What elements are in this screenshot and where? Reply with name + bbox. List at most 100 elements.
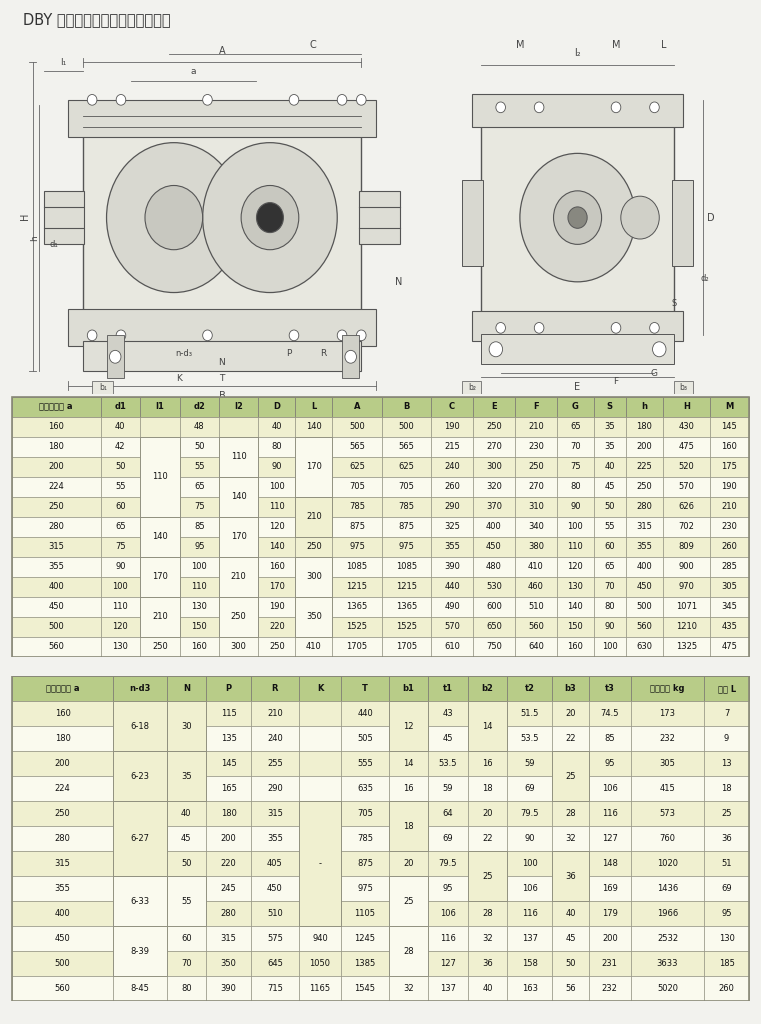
Text: 250: 250 (49, 503, 64, 511)
Bar (710, 616, 749, 637)
Text: 232: 232 (602, 984, 618, 993)
Bar (12, 776, 113, 801)
Text: 640: 640 (528, 642, 544, 651)
Bar (341, 851, 389, 877)
Bar (631, 676, 704, 701)
Text: 25: 25 (482, 871, 492, 881)
Bar (167, 826, 206, 851)
Text: 565: 565 (399, 442, 414, 452)
Bar (180, 637, 219, 657)
Bar (507, 851, 552, 877)
Bar (507, 726, 552, 752)
Text: 名义中心距 a: 名义中心距 a (46, 684, 79, 693)
Text: 970: 970 (678, 583, 694, 592)
Text: 875: 875 (399, 522, 415, 531)
Bar (382, 417, 431, 437)
Bar (206, 851, 251, 877)
Text: 500: 500 (399, 422, 414, 431)
Text: 390: 390 (444, 562, 460, 571)
Text: 160: 160 (568, 642, 583, 651)
Text: 500: 500 (55, 959, 71, 968)
Bar (140, 517, 180, 537)
Bar (251, 801, 299, 826)
Bar (382, 597, 431, 616)
Text: 270: 270 (528, 482, 544, 492)
Bar (12, 477, 100, 497)
Bar (389, 701, 428, 726)
Bar (594, 637, 626, 657)
Bar (389, 976, 428, 1001)
Text: 35: 35 (181, 772, 192, 780)
Bar (140, 616, 180, 637)
Bar (140, 537, 180, 557)
Bar (626, 437, 663, 457)
Text: h: h (30, 236, 39, 241)
Bar (626, 477, 663, 497)
Bar (710, 597, 749, 616)
Text: 25: 25 (565, 772, 575, 780)
Bar (12, 752, 113, 776)
Text: 475: 475 (678, 442, 694, 452)
Text: 290: 290 (444, 503, 460, 511)
Bar (333, 637, 382, 657)
Bar (167, 851, 206, 877)
Bar (589, 801, 631, 826)
Bar (167, 976, 206, 1001)
Text: 170: 170 (306, 462, 322, 471)
Bar (382, 517, 431, 537)
Bar (431, 497, 473, 517)
Bar (251, 851, 299, 877)
Bar (140, 417, 180, 437)
Text: 1545: 1545 (355, 984, 375, 993)
Bar (12, 437, 100, 457)
Bar (552, 726, 589, 752)
Text: 8-45: 8-45 (130, 984, 149, 993)
Bar (341, 976, 389, 1001)
Text: 69: 69 (443, 835, 454, 843)
Bar (389, 801, 428, 851)
Text: 127: 127 (440, 959, 456, 968)
Text: 28: 28 (482, 909, 492, 919)
Bar (140, 477, 180, 497)
Text: 200: 200 (49, 462, 64, 471)
Text: 435: 435 (721, 623, 737, 632)
Text: 400: 400 (486, 522, 501, 531)
Bar (140, 597, 180, 637)
Bar (557, 497, 594, 517)
Bar (259, 557, 295, 577)
Text: 250: 250 (55, 809, 71, 818)
Bar (100, 497, 140, 517)
Text: 635: 635 (357, 784, 373, 794)
Bar (431, 517, 473, 537)
Bar (631, 926, 704, 951)
Text: 140: 140 (152, 532, 167, 542)
Bar (515, 517, 557, 537)
Bar (206, 877, 251, 901)
Text: 1085: 1085 (346, 562, 368, 571)
Bar (594, 577, 626, 597)
Text: 90: 90 (570, 503, 581, 511)
Text: d₁: d₁ (49, 240, 58, 249)
Bar (589, 951, 631, 976)
Text: 79.5: 79.5 (521, 809, 539, 818)
Bar (219, 437, 259, 457)
Bar (589, 926, 631, 951)
Text: 60: 60 (181, 934, 192, 943)
Bar (341, 726, 389, 752)
Text: 160: 160 (48, 422, 64, 431)
Text: 570: 570 (678, 482, 694, 492)
Bar (100, 637, 140, 657)
Text: a: a (190, 68, 196, 77)
Bar (431, 457, 473, 477)
Text: 30: 30 (181, 722, 192, 731)
Text: b2: b2 (482, 684, 493, 693)
Bar (710, 457, 749, 477)
Text: 55: 55 (194, 462, 205, 471)
Text: 7: 7 (724, 710, 729, 718)
Text: 975: 975 (357, 884, 373, 893)
Text: 65: 65 (194, 482, 205, 492)
Text: 110: 110 (269, 503, 285, 511)
Bar (12, 901, 113, 926)
Bar (295, 637, 333, 657)
Bar (333, 597, 382, 616)
